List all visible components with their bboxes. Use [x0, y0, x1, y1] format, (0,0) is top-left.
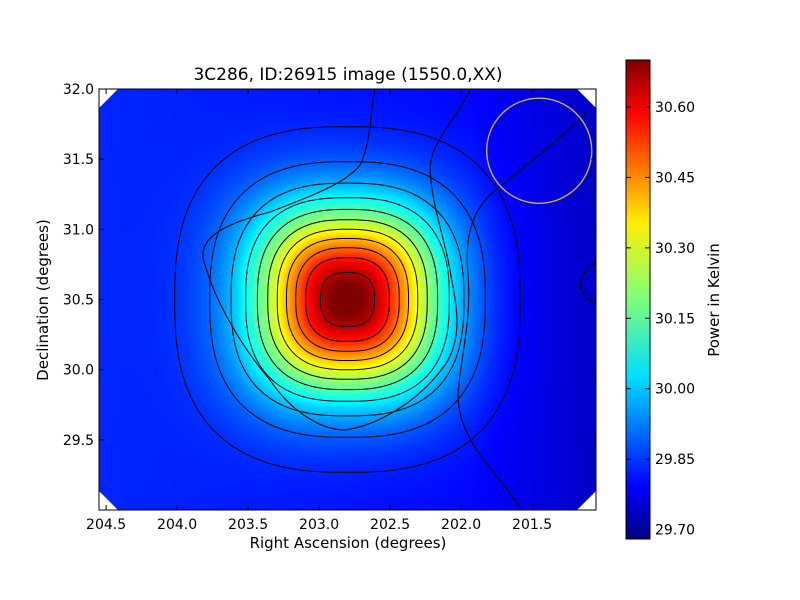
colorbar-tick-label: 30.30	[655, 241, 695, 257]
contour-line	[320, 272, 375, 327]
contour-line	[230, 182, 465, 417]
colorbar-tick-label: 30.15	[655, 311, 695, 327]
colorbar-tick-label: 30.00	[655, 382, 695, 398]
colorbar-gradient	[625, 59, 651, 540]
corner-mask-bl	[99, 491, 118, 510]
y-tick-label: 30.5	[63, 293, 94, 309]
x-tick-label: 202.0	[441, 517, 481, 533]
contour-line	[209, 161, 486, 438]
contour-line	[267, 219, 428, 380]
contour-line	[305, 257, 390, 342]
corner-mask-tl	[99, 89, 118, 108]
y-tick-label: 32.0	[63, 82, 94, 98]
x-tick-label: 203.0	[299, 517, 339, 533]
corner-mask-tr	[577, 89, 596, 108]
contour-line-right	[457, 111, 587, 510]
chart-title: 3C286, ID:26915 image (1550.0,XX)	[193, 65, 502, 85]
heatmap-image	[99, 89, 596, 510]
contour-line-edge	[580, 261, 596, 303]
x-tick-label: 204.5	[86, 517, 126, 533]
colorbar-tick-label: 30.60	[655, 100, 695, 116]
colorbar: 29.70 29.85 30.00 30.15 30.30 30.45 30.60 Powe…	[625, 59, 723, 540]
x-axis-label: Right Ascension (degrees)	[250, 534, 447, 552]
contour-line	[295, 247, 400, 352]
y-axis-ticks: 29.5 30.0 30.5 31.0 31.5 32.0	[63, 82, 596, 449]
beam-circle	[485, 97, 593, 204]
colorbar-tick-label: 29.70	[655, 523, 695, 539]
contour-line	[276, 228, 419, 371]
y-axis-label: Declination (degrees)	[34, 219, 52, 381]
x-tick-label: 202.5	[370, 517, 410, 533]
x-tick-label: 204.0	[157, 517, 197, 533]
colorbar-label: Power in Kelvin	[705, 243, 723, 357]
contour-line-left	[202, 89, 471, 431]
y-tick-label: 30.0	[63, 363, 94, 379]
x-tick-label: 203.5	[228, 517, 268, 533]
contour-line	[245, 197, 450, 402]
y-tick-label: 29.5	[63, 433, 94, 449]
y-tick-label: 31.0	[63, 222, 94, 238]
y-tick-label: 31.5	[63, 152, 94, 168]
x-axis-ticks: 204.5 204.0 203.5 203.0 202.5 202.0 201.5	[86, 89, 552, 533]
contour-line	[256, 208, 439, 391]
colorbar-tick-label: 29.85	[655, 452, 695, 468]
x-tick-label: 201.5	[512, 517, 552, 533]
colorbar-tick-label: 30.45	[655, 170, 695, 186]
image-corner-masks	[99, 89, 596, 510]
sidelobe-contours	[202, 89, 596, 510]
corner-mask-br	[577, 491, 596, 510]
heatmap-raster	[99, 89, 596, 510]
colorbar-ticks: 29.70 29.85 30.00 30.15 30.30 30.45 30.60	[626, 100, 695, 539]
contour-line	[286, 238, 409, 361]
